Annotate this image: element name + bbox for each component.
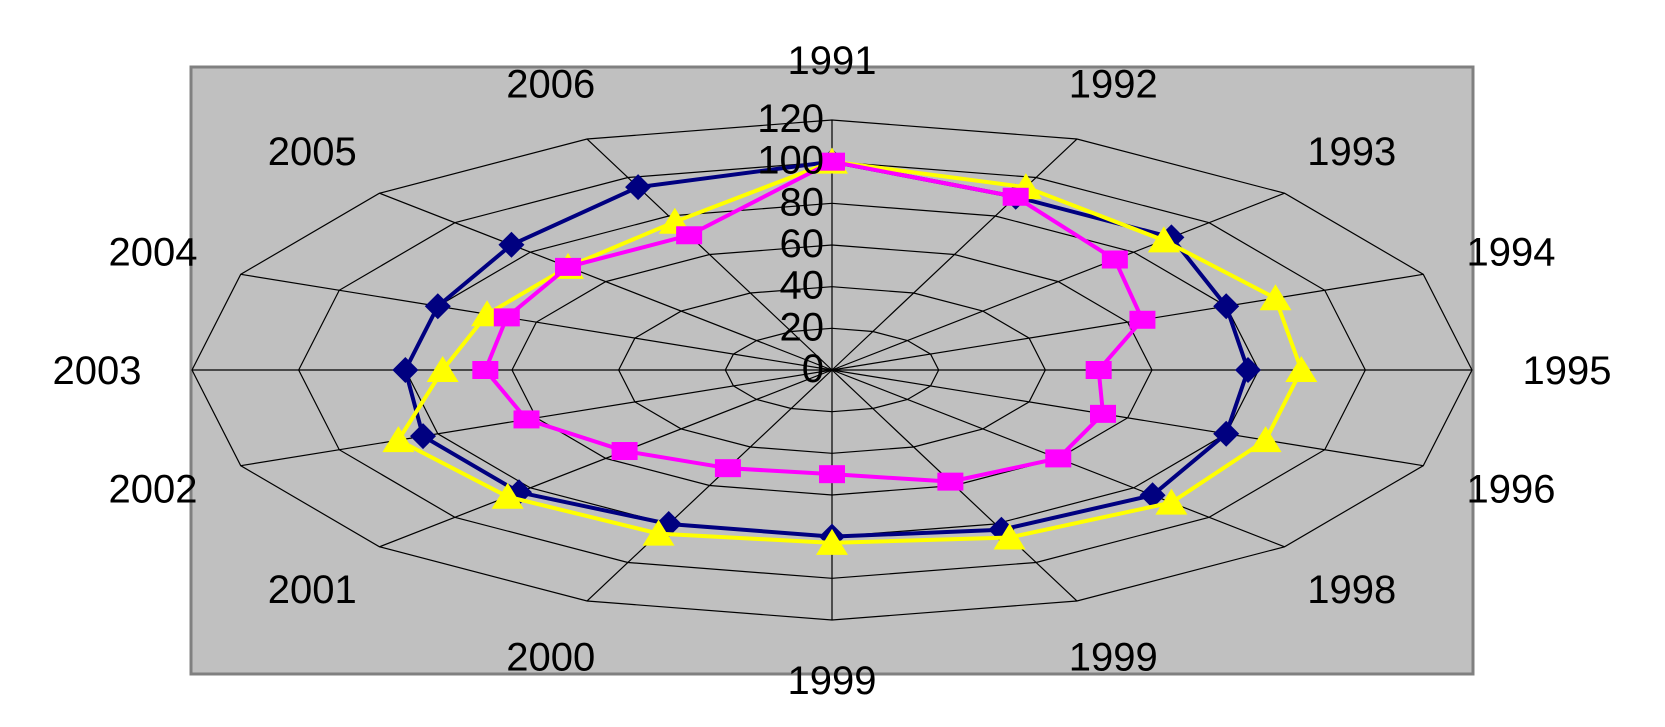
data-point-diamond	[1213, 293, 1240, 320]
grid-spoke	[831, 138, 1078, 371]
data-point-diamond	[1139, 482, 1166, 509]
grid-spoke	[831, 369, 1424, 467]
category-label: 2003	[53, 349, 142, 393]
data-point-square	[1085, 361, 1112, 379]
category-label: 1998	[1307, 568, 1396, 612]
data-point-square	[1129, 310, 1156, 329]
data-point-square	[676, 226, 703, 245]
data-point-triangle	[382, 426, 415, 453]
radial-tick-label: 0	[802, 347, 824, 391]
data-point-square	[1101, 250, 1128, 269]
data-point-diamond	[1235, 357, 1261, 383]
data-point-triangle	[1155, 488, 1188, 515]
data-point-triangle	[816, 528, 848, 555]
data-point-square	[1045, 449, 1072, 468]
data-point-square	[937, 472, 964, 491]
grid-spoke	[831, 273, 1424, 371]
data-point-triangle	[426, 356, 459, 382]
category-label: 2001	[268, 568, 357, 612]
data-point-triangle	[1249, 426, 1282, 453]
data-point-triangle	[491, 482, 524, 509]
data-point-diamond	[424, 293, 451, 320]
data-point-triangle	[642, 519, 675, 546]
data-point-diamond	[625, 174, 652, 201]
data-point-diamond	[1213, 420, 1240, 447]
radial-tick-label: 40	[780, 264, 825, 308]
data-point-square	[493, 308, 520, 327]
data-point-square	[472, 361, 499, 379]
radial-tick-label: 100	[757, 139, 824, 183]
data-point-square	[555, 257, 582, 276]
category-label: 2006	[506, 63, 595, 107]
data-point-triangle	[1285, 356, 1318, 382]
category-label: 1991	[788, 39, 877, 83]
grid-spoke	[586, 369, 833, 602]
category-label: 2005	[268, 130, 357, 174]
data-point-triangle	[1147, 226, 1180, 253]
radial-tick-label: 60	[780, 222, 825, 266]
data-point-square	[819, 465, 845, 484]
data-point-square	[819, 152, 845, 171]
data-point-triangle	[993, 523, 1026, 550]
radial-tick-label: 120	[757, 97, 824, 141]
data-point-square	[611, 442, 638, 461]
data-point-diamond	[498, 231, 525, 258]
radial-tick-label: 80	[780, 180, 825, 224]
grid-spoke	[379, 369, 833, 548]
category-label: 2000	[506, 635, 595, 679]
data-point-triangle	[1259, 284, 1292, 311]
category-label: 1992	[1069, 63, 1158, 107]
grid-spoke	[586, 138, 833, 371]
data-point-diamond	[392, 357, 419, 383]
data-point-square	[1090, 404, 1117, 423]
series-layer	[382, 147, 1318, 555]
category-label: 1996	[1467, 468, 1556, 512]
data-point-square	[714, 459, 741, 478]
grid-spoke	[240, 273, 833, 371]
grid-spoke	[379, 192, 833, 371]
data-point-diamond	[410, 423, 437, 450]
category-label: 2002	[108, 468, 197, 512]
category-label: 1993	[1307, 130, 1396, 174]
category-label: 1994	[1467, 230, 1556, 274]
category-label: 1995	[1523, 349, 1612, 393]
category-label: 2004	[108, 230, 197, 274]
grid-spoke	[831, 192, 1285, 371]
category-label: 1999	[1069, 635, 1158, 679]
radial-tick-label: 20	[780, 305, 825, 349]
category-label: 1999	[788, 659, 877, 703]
data-point-square	[513, 410, 540, 429]
data-point-square	[1002, 187, 1029, 206]
